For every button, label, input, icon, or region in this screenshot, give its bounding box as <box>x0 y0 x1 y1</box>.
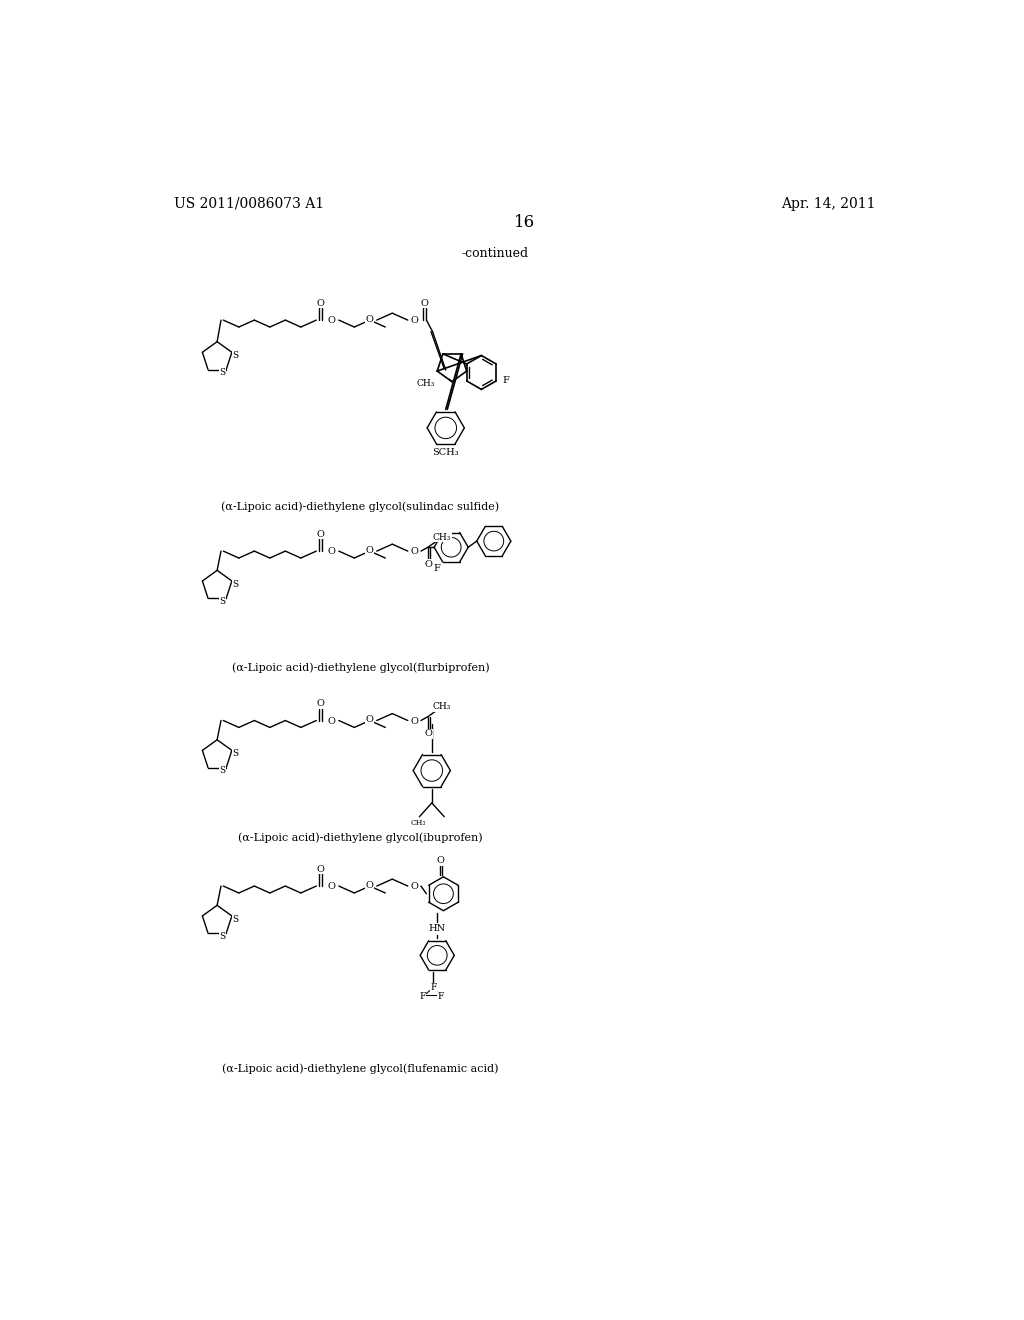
Text: O: O <box>410 317 418 325</box>
Text: S: S <box>232 579 239 589</box>
Text: CH₃: CH₃ <box>433 702 451 711</box>
Text: O: O <box>316 700 325 708</box>
Text: F: F <box>430 983 436 993</box>
Text: O: O <box>420 298 428 308</box>
Text: F: F <box>434 565 440 573</box>
Text: O: O <box>328 882 336 891</box>
Text: (α-Lipoic acid)-diethylene glycol(flufenamic acid): (α-Lipoic acid)-diethylene glycol(flufen… <box>222 1063 499 1073</box>
Text: O: O <box>316 529 325 539</box>
Text: O: O <box>425 729 432 738</box>
Text: (α-Lipoic acid)-diethylene glycol(flurbiprofen): (α-Lipoic acid)-diethylene glycol(flurbi… <box>231 663 489 673</box>
Text: CH₃: CH₃ <box>411 818 426 826</box>
Text: O: O <box>316 298 325 308</box>
Text: F: F <box>438 993 444 1002</box>
Text: O: O <box>436 857 444 865</box>
Text: -continued: -continued <box>461 247 528 260</box>
Text: O: O <box>410 548 418 556</box>
Text: S: S <box>232 748 239 758</box>
Text: S: S <box>232 351 239 360</box>
Text: S: S <box>232 915 239 924</box>
Text: O: O <box>366 546 374 554</box>
Text: O: O <box>366 315 374 323</box>
Text: O: O <box>316 865 325 874</box>
Text: (α-Lipoic acid)-diethylene glycol(sulindac sulfide): (α-Lipoic acid)-diethylene glycol(sulind… <box>221 502 500 512</box>
Text: CH₃: CH₃ <box>417 379 435 388</box>
Text: F: F <box>502 376 509 385</box>
Text: SCH₃: SCH₃ <box>432 447 459 457</box>
Text: O: O <box>425 560 432 569</box>
Text: O: O <box>410 882 418 891</box>
Text: (α-Lipoic acid)-diethylene glycol(ibuprofen): (α-Lipoic acid)-diethylene glycol(ibupro… <box>239 832 482 842</box>
Text: Apr. 14, 2011: Apr. 14, 2011 <box>781 197 876 211</box>
Text: O: O <box>328 548 336 556</box>
Text: US 2011/0086073 A1: US 2011/0086073 A1 <box>174 197 325 211</box>
Text: S: S <box>219 368 225 378</box>
Text: O: O <box>410 717 418 726</box>
Text: S: S <box>219 932 225 941</box>
Text: O: O <box>366 715 374 725</box>
Text: HN: HN <box>429 924 445 933</box>
Text: F: F <box>419 993 426 1002</box>
Text: O: O <box>366 880 374 890</box>
Text: CH₃: CH₃ <box>433 533 451 541</box>
Text: 16: 16 <box>514 214 536 231</box>
Text: S: S <box>219 766 225 775</box>
Text: S: S <box>219 597 225 606</box>
Text: O: O <box>328 317 336 325</box>
Text: O: O <box>328 717 336 726</box>
